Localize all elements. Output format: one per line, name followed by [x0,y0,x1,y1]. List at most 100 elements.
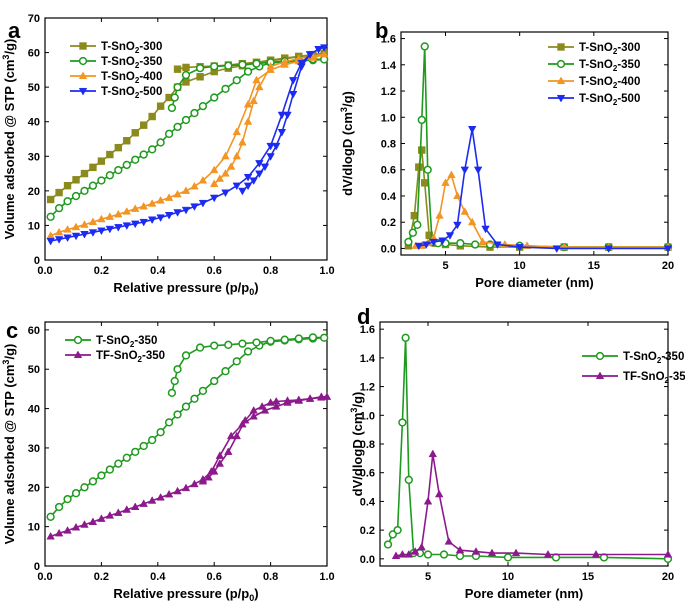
data-point [71,191,81,201]
y-tick-label: 60 [28,325,40,337]
data-point [198,476,208,485]
series-T-SnO2-350 [46,333,329,521]
data-point [195,343,205,352]
data-point [417,542,426,551]
x-tick-label: 0.4 [150,571,166,583]
data-point [173,65,182,73]
y-tick-label: 20 [28,482,40,494]
y-tick-label: 0.0 [360,554,375,566]
data-point [190,108,199,118]
series-line [415,173,668,248]
legend-label: TF-SnO2-350 [96,350,165,364]
data-point [196,73,204,81]
data-point [54,203,64,213]
data-point [181,483,191,492]
y-axis-title: dV/dlogD (cm3/g) [339,91,355,196]
data-point [97,471,106,480]
data-point [80,483,89,492]
y-tick-label: 20 [28,186,40,198]
data-point [266,61,275,70]
data-point [195,63,205,73]
data-point [148,112,156,121]
data-point [167,388,177,397]
series-T-SnO2-350 [404,42,673,252]
data-point [173,122,182,132]
data-point [209,467,219,475]
data-point [232,357,241,366]
data-point [139,150,148,159]
legend-label: T-SnO2-300 [579,42,640,56]
y-tick-label: 30 [28,151,40,163]
x-axis-title: Pore diameter (nm) [465,586,583,601]
data-point [209,179,219,187]
data-point [190,181,199,190]
data-point [591,550,601,558]
data-point [63,234,72,243]
data-point [221,84,230,94]
x-tick-label: 0.2 [94,571,109,583]
data-point [441,178,450,186]
x-tick-label: 15 [582,571,594,583]
data-point [71,522,81,531]
data-point [266,336,275,346]
data-point [181,351,191,360]
data-point [55,188,63,197]
data-point [80,520,89,528]
legend-entry: T-SnO2-350 [548,59,640,73]
data-point [105,511,115,519]
data-point [209,165,219,174]
x-tick-label: 0.6 [207,265,222,277]
data-point [543,550,553,558]
data-point [122,207,132,215]
data-point [46,531,55,540]
data-point [243,182,253,191]
data-point [181,402,191,411]
data-point [391,551,401,560]
data-point [88,477,98,486]
legend-label: T-SnO2-300 [101,41,162,55]
data-point [663,550,673,558]
data-point [255,170,264,179]
data-point [238,60,247,69]
data-point [97,227,106,236]
data-point [139,201,148,210]
data-point [54,502,64,512]
series-line [395,453,668,557]
x-axis-title: Relative pressure (p/p0) [113,280,258,297]
legend-entry: T-SnO2-500 [70,86,162,100]
data-point [283,111,292,120]
data-point [46,195,55,204]
series-T-SnO2-350 [383,333,673,563]
data-point [467,126,477,134]
legend-marker [556,76,566,85]
legend-label: T-SnO2-350 [96,335,157,349]
y-tick-label: 0.8 [360,439,375,451]
legend-marker [556,94,566,103]
data-point [198,102,208,111]
data-point [105,212,115,220]
data-point [209,194,219,203]
data-point [63,225,72,233]
data-point [224,61,233,70]
data-point [238,419,247,428]
y-tick-label: 0.2 [381,217,396,229]
legend-label: T-SnO2-350 [579,59,640,73]
panel-label-a: a [8,18,21,43]
y-axis-title: Volume adsorbed @ STP (cm3/g) [1,39,17,240]
y-tick-label: 1.0 [381,112,396,124]
data-point [198,175,208,184]
x-axis-title: Relative pressure (p/p0) [113,586,258,603]
data-point [131,204,140,212]
data-point [131,220,140,229]
data-point [277,129,287,137]
y-tick-label: 1.6 [381,34,396,46]
data-point [317,393,326,401]
data-point [249,96,258,105]
data-point [320,333,329,342]
data-point [173,410,182,419]
data-point [252,75,261,84]
data-point [288,91,298,99]
legend-entry: T-SnO2-400 [548,76,640,90]
y-tick-label: 0.8 [381,139,396,151]
